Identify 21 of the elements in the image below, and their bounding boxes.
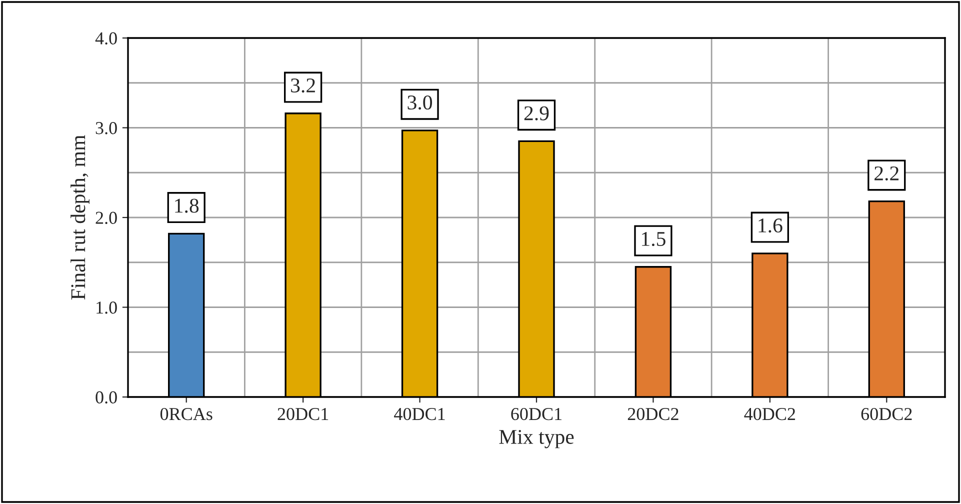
- x-axis-title: Mix type: [499, 430, 574, 448]
- data-label: 1.5: [642, 232, 666, 246]
- y-axis-title: Final rut depth, mm: [70, 135, 90, 300]
- data-label: 3.2: [291, 78, 315, 93]
- x-tick-label: 0RCAs: [160, 408, 212, 420]
- data-label: 3.0: [408, 95, 432, 110]
- data-label: 1.8: [175, 198, 199, 213]
- data-label: 2.9: [524, 106, 549, 120]
- data-label: 2.2: [874, 166, 899, 181]
- x-tick-label: 60DC1: [511, 408, 562, 420]
- text: 4.0: [95, 32, 117, 45]
- x-tick-label: 60DC2: [861, 408, 912, 420]
- text: 3.0: [96, 122, 117, 134]
- text: 1.0: [96, 302, 117, 314]
- x-tick-label: 40DC2: [744, 408, 796, 420]
- x-tick-label: 40DC1: [394, 408, 445, 420]
- text: 0.0: [96, 391, 117, 404]
- text: 2.0: [96, 212, 117, 224]
- data-label: 1.6: [758, 218, 782, 233]
- x-tick-label: 20DC1: [278, 408, 328, 420]
- x-tick-label: 20DC2: [628, 408, 678, 420]
